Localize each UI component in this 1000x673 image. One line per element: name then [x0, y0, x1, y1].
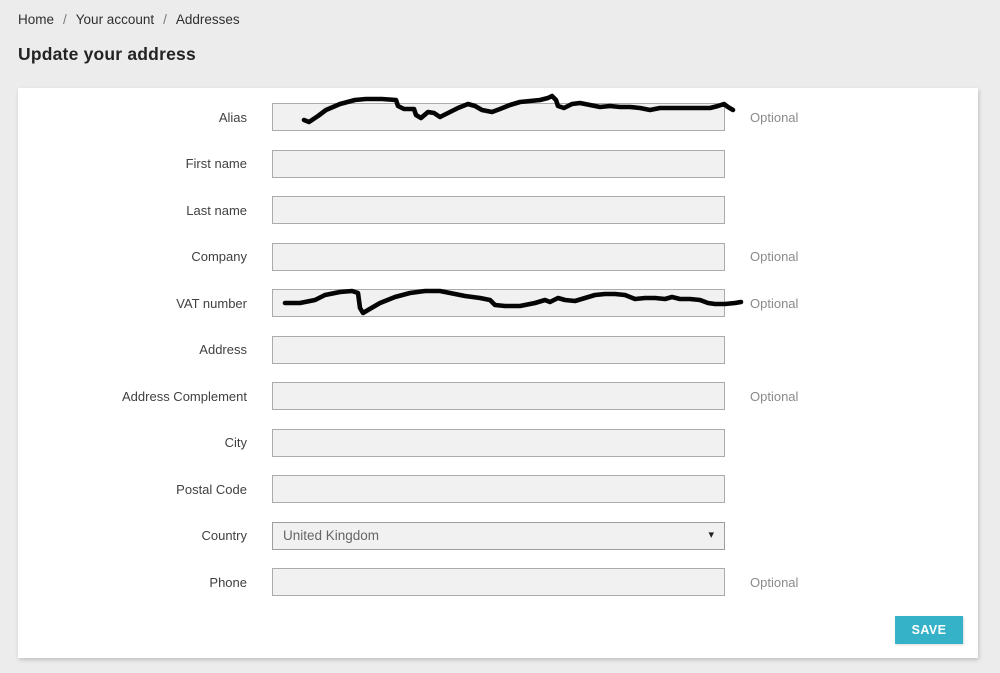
- vat-number-input-wrap: [272, 288, 744, 317]
- postal-code-input[interactable]: [272, 475, 725, 503]
- form-row-country: Country United Kingdom ▾: [18, 521, 978, 550]
- country-label: Country: [201, 528, 247, 543]
- form-row-vat-number: VAT number Optional: [18, 288, 978, 317]
- form-row-company: Company Optional: [18, 242, 978, 271]
- breadcrumb-home[interactable]: Home: [18, 12, 55, 27]
- optional-hint: Optional: [750, 295, 799, 311]
- city-input[interactable]: [272, 428, 725, 457]
- last-name-label: Last name: [186, 202, 247, 218]
- page-title: Update your address: [18, 44, 196, 64]
- form-row-postal-code: Postal Code: [18, 475, 978, 503]
- first-name-input-wrap: [272, 149, 725, 178]
- company-label: Company: [191, 249, 247, 264]
- last-name-input[interactable]: [272, 196, 725, 224]
- phone-label: Phone: [209, 574, 247, 590]
- company-input-wrap: [272, 242, 725, 271]
- phone-input-wrap: [272, 568, 725, 596]
- form-row-alias: Alias Optional: [18, 93, 978, 131]
- chevron-down-icon: ▾: [708, 529, 714, 541]
- breadcrumb-your-account[interactable]: Your account: [75, 12, 155, 27]
- postal-code-label: Postal Code: [176, 481, 247, 497]
- form-row-phone: Phone Optional: [18, 568, 978, 596]
- first-name-label: First name: [185, 156, 247, 171]
- address-complement-input[interactable]: [272, 382, 725, 410]
- form-row-city: City: [18, 428, 978, 457]
- company-input[interactable]: [272, 242, 725, 271]
- form-row-address-complement: Address Complement Optional: [18, 382, 978, 410]
- form-row-first-name: First name: [18, 149, 978, 178]
- address-input[interactable]: [272, 335, 725, 364]
- optional-hint: Optional: [750, 574, 799, 590]
- alias-input[interactable]: [272, 103, 725, 131]
- vat-number-label: VAT number: [176, 295, 247, 311]
- alias-input-wrap: [272, 93, 736, 131]
- postal-code-input-wrap: [272, 475, 725, 503]
- last-name-input-wrap: [272, 196, 725, 224]
- form-row-last-name: Last name: [18, 196, 978, 224]
- first-name-input[interactable]: [272, 149, 725, 178]
- address-form-card: Alias Optional First name Last name Comp…: [18, 88, 978, 658]
- country-select[interactable]: United Kingdom ▾: [272, 521, 725, 550]
- address-complement-label: Address Complement: [122, 388, 247, 404]
- address-complement-input-wrap: [272, 382, 725, 410]
- breadcrumb-separator: /: [63, 12, 67, 27]
- breadcrumb: Home / Your account / Addresses: [18, 12, 240, 27]
- address-input-wrap: [272, 335, 725, 364]
- country-select-value: United Kingdom: [283, 528, 380, 543]
- country-select-wrap: United Kingdom ▾: [272, 521, 725, 550]
- form-actions: SAVE: [18, 616, 978, 644]
- optional-hint: Optional: [750, 388, 799, 404]
- form-row-address: Address: [18, 335, 978, 364]
- alias-label: Alias: [218, 109, 247, 125]
- city-input-wrap: [272, 428, 725, 457]
- optional-hint: Optional: [750, 249, 799, 264]
- address-label: Address: [199, 342, 247, 357]
- save-button[interactable]: SAVE: [895, 616, 963, 644]
- breadcrumb-separator: /: [163, 12, 167, 27]
- vat-number-input[interactable]: [272, 289, 725, 317]
- breadcrumb-addresses[interactable]: Addresses: [175, 12, 240, 27]
- optional-hint: Optional: [750, 109, 799, 125]
- phone-input[interactable]: [272, 568, 725, 596]
- city-label: City: [224, 435, 247, 450]
